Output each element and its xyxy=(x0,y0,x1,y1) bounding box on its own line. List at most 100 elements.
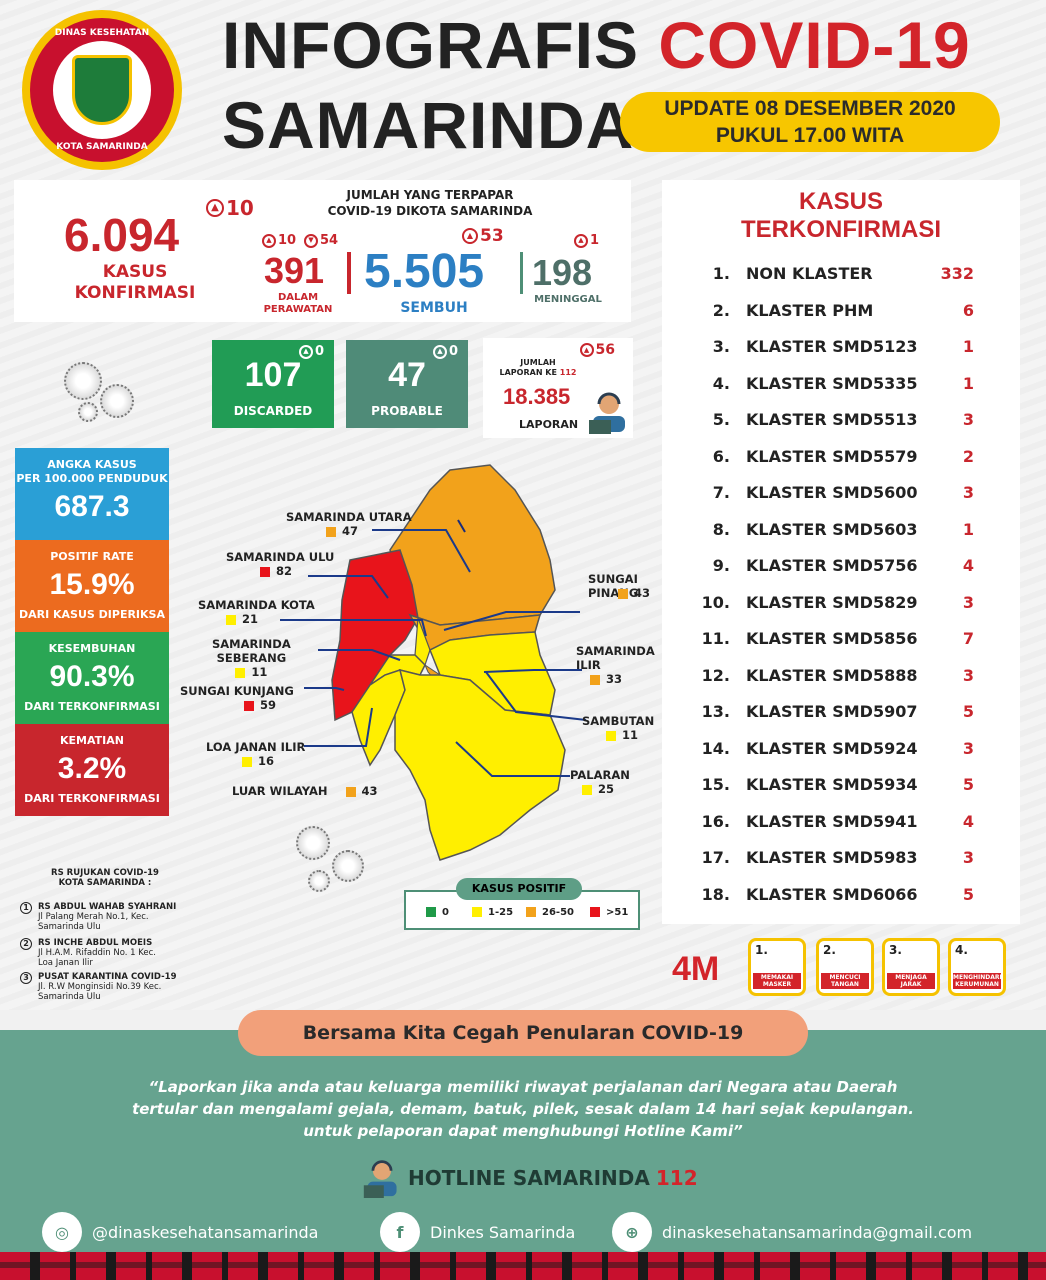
hotline: HOTLINE SAMARINDA 112 xyxy=(362,1158,698,1198)
virus-icon xyxy=(100,384,134,418)
legend-swatch xyxy=(472,907,482,917)
cluster-name: KLASTER SMD5513 xyxy=(746,410,918,429)
up-arrow-icon: ▲ xyxy=(462,228,478,244)
cluster-value: 3 xyxy=(963,483,974,502)
city-emblem-icon xyxy=(72,55,132,125)
kematian-value: 3.2% xyxy=(15,752,169,786)
perawatan-up-delta: ▲ 10 xyxy=(262,233,296,248)
cluster-number: 16. xyxy=(700,812,730,831)
cluster-row: 1. NON KLASTER 332 xyxy=(662,264,1020,294)
legend-swatch xyxy=(590,907,600,917)
cluster-row: 8. KLASTER SMD5603 1 xyxy=(662,520,1020,550)
cluster-value: 7 xyxy=(963,629,974,648)
perawatan-down-delta: ▼ 54 xyxy=(304,233,338,248)
cluster-row: 5. KLASTER SMD5513 3 xyxy=(662,410,1020,440)
cluster-name: KLASTER SMD5756 xyxy=(746,556,918,575)
meninggal-label: MENINGGAL xyxy=(528,294,608,305)
cluster-row: 6. KLASTER SMD5579 2 xyxy=(662,447,1020,477)
page-title-line1: INFOGRAFIS COVID-19 xyxy=(222,12,971,78)
facebook-icon: f xyxy=(380,1212,420,1252)
cluster-value: 3 xyxy=(963,739,974,758)
4m-masker-icon: 1. MEMAKAI MASKER xyxy=(748,938,806,996)
cluster-row: 12. KLASTER SMD5888 3 xyxy=(662,666,1020,696)
positif-rate-value: 15.9% xyxy=(15,568,169,602)
level-swatch xyxy=(590,675,600,685)
cluster-number: 17. xyxy=(700,848,730,867)
down-arrow-icon: ▼ xyxy=(304,234,318,248)
cluster-number: 14. xyxy=(700,739,730,758)
cluster-name: KLASTER SMD5924 xyxy=(746,739,918,758)
hotline-label: HOTLINE SAMARINDA xyxy=(408,1166,650,1190)
hotline-number[interactable]: 112 xyxy=(656,1166,698,1190)
laporan-caption: LAPORAN xyxy=(519,418,578,431)
cluster-number: 6. xyxy=(700,447,730,466)
label-loa-janan-ilir: LOA JANAN ILIR 16 xyxy=(206,740,305,768)
card-angka-kasus: ANGKA KASUS PER 100.000 PENDUDUK 687.3 xyxy=(15,448,169,540)
cluster-row: 2. KLASTER PHM 6 xyxy=(662,301,1020,331)
cluster-row: 17. KLASTER SMD5983 3 xyxy=(662,848,1020,878)
cluster-number: 1. xyxy=(700,264,730,283)
legend-swatch xyxy=(426,907,436,917)
konfirmasi-delta: ▲ 10 xyxy=(206,196,254,220)
cluster-number: 7. xyxy=(700,483,730,502)
sembuh-label: SEMBUH xyxy=(364,300,504,316)
level-swatch xyxy=(346,787,356,797)
cluster-name: KLASTER SMD5888 xyxy=(746,666,918,685)
cluster-name: KLASTER SMD5603 xyxy=(746,520,918,539)
kesembuhan-value: 90.3% xyxy=(15,660,169,694)
cluster-number: 10. xyxy=(700,593,730,612)
laporan-label: JUMLAH LAPORAN KE 112 xyxy=(493,358,583,378)
facebook-link[interactable]: f Dinkes Samarinda xyxy=(380,1212,575,1252)
divider xyxy=(347,252,351,294)
probable-value: 47 xyxy=(346,356,468,395)
cluster-name: KLASTER SMD5829 xyxy=(746,593,918,612)
cluster-row: 18. KLASTER SMD6066 5 xyxy=(662,885,1020,915)
cluster-row: 3. KLASTER SMD5123 1 xyxy=(662,337,1020,367)
cluster-name: KLASTER SMD5600 xyxy=(746,483,918,502)
laporan-value: 18.385 xyxy=(503,384,570,410)
perawatan-value: 391 xyxy=(264,250,324,292)
label-luar-wilayah: LUAR WILAYAH 43 xyxy=(232,784,378,798)
cluster-number: 4. xyxy=(700,374,730,393)
probable-label: PROBABLE xyxy=(346,404,468,418)
cluster-number: 11. xyxy=(700,629,730,648)
sembuh-value: 5.505 xyxy=(364,244,484,299)
dinkes-logo: DINAS KESEHATAN KOTA SAMARINDA xyxy=(22,10,182,170)
email-link[interactable]: ⊕ dinaskesehatansamarinda@gmail.com xyxy=(612,1212,972,1252)
up-arrow-icon: ▲ xyxy=(262,234,276,248)
cluster-name: KLASTER SMD5335 xyxy=(746,374,918,393)
probable-card: ▲ 0 47 PROBABLE xyxy=(346,340,468,428)
cluster-value: 1 xyxy=(963,520,974,539)
rs-title: RS RUJUKAN COVID-19 KOTA SAMARINDA : xyxy=(40,868,170,888)
cluster-number: 15. xyxy=(700,775,730,794)
cluster-row: 16. KLASTER SMD5941 4 xyxy=(662,812,1020,842)
cluster-value: 3 xyxy=(963,848,974,867)
instagram-link[interactable]: ◎ @dinaskesehatansamarinda xyxy=(42,1212,318,1252)
cluster-row: 7. KLASTER SMD5600 3 xyxy=(662,483,1020,513)
cluster-value: 4 xyxy=(963,556,974,575)
hotline-quote: “Laporkan jika anda atau keluarga memili… xyxy=(90,1076,956,1142)
level-swatch xyxy=(244,701,254,711)
level-swatch xyxy=(326,527,336,537)
cluster-number: 5. xyxy=(700,410,730,429)
cluster-value: 3 xyxy=(963,593,974,612)
discarded-value: 107 xyxy=(212,356,334,395)
label-samarinda-utara: SAMARINDA UTARA 47 xyxy=(286,510,412,538)
konfirmasi-label: KASUS KONFIRMASI xyxy=(60,262,210,304)
cluster-value: 5 xyxy=(963,885,974,904)
cluster-name: NON KLASTER xyxy=(746,264,873,283)
title-infografis: INFOGRAFIS xyxy=(222,8,639,82)
cluster-row: 15. KLASTER SMD5934 5 xyxy=(662,775,1020,805)
globe-icon: ⊕ xyxy=(612,1212,652,1252)
label-sambutan: SAMBUTAN 11 xyxy=(582,714,654,742)
update-badge: UPDATE 08 DESEMBER 2020 PUKUL 17.00 WITA xyxy=(620,92,1000,152)
legend-swatch xyxy=(526,907,536,917)
level-swatch xyxy=(242,757,252,767)
laporan-delta: ▲ 56 xyxy=(580,342,615,358)
cluster-value: 4 xyxy=(963,812,974,831)
instagram-icon: ◎ xyxy=(42,1212,82,1252)
call-center-icon xyxy=(362,1158,402,1198)
perawatan-label: DALAM PERAWATAN xyxy=(256,292,340,316)
konfirmasi-value: 6.094 xyxy=(64,208,179,262)
level-swatch xyxy=(260,567,270,577)
